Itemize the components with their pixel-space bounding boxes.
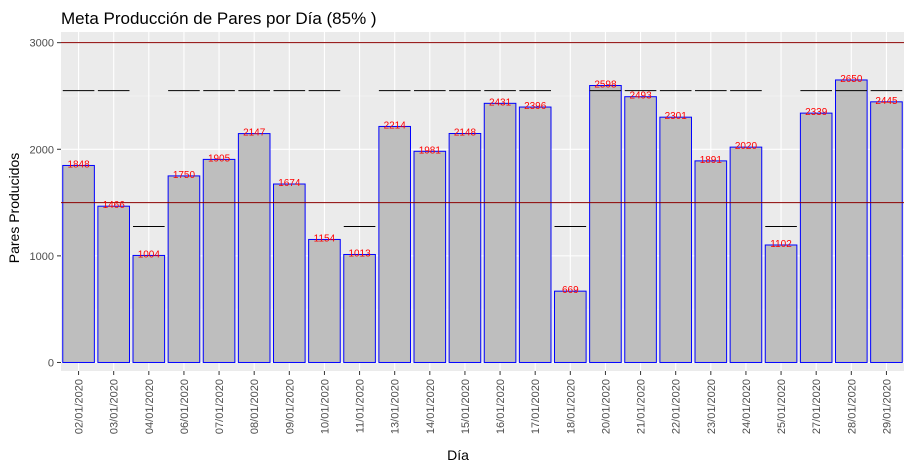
x-tick-label: 25/01/2020 xyxy=(776,379,788,434)
target-lines xyxy=(62,90,903,228)
bar xyxy=(799,112,833,363)
x-tick-label: 02/01/2020 xyxy=(74,379,86,434)
bar xyxy=(308,238,341,363)
x-tick-label: 09/01/2020 xyxy=(284,379,296,434)
y-tick-label: 0 xyxy=(48,357,54,369)
x-tick-label: 21/01/2020 xyxy=(636,379,648,434)
data-label: 1750 xyxy=(173,170,196,181)
bar xyxy=(764,244,798,363)
y-axis: 0 1000 2000 3000 xyxy=(30,38,61,369)
x-tick-label: 03/01/2020 xyxy=(109,379,121,434)
bar xyxy=(167,175,201,363)
data-label: 2396 xyxy=(524,101,547,112)
data-label: 2493 xyxy=(629,91,652,102)
y-tick-label: 2000 xyxy=(30,144,54,156)
reference-lines xyxy=(61,42,904,204)
bar xyxy=(62,164,95,363)
y-axis-title: Pares Producidos xyxy=(6,153,22,264)
bar xyxy=(729,146,763,363)
x-tick-label: 10/01/2020 xyxy=(319,379,331,434)
data-label: 2339 xyxy=(805,107,828,118)
data-label: 1154 xyxy=(314,233,336,244)
x-tick-label: 16/01/2020 xyxy=(495,379,507,434)
bar xyxy=(694,160,728,363)
x-axis: 02/01/2020 03/01/2020 04/01/2020 06/01/2020… xyxy=(74,371,893,434)
y-tick-label: 1000 xyxy=(30,251,54,263)
bars xyxy=(62,79,903,363)
bar xyxy=(554,290,587,363)
plot-panel xyxy=(61,32,904,371)
x-tick-label: 20/01/2020 xyxy=(600,379,612,434)
bar xyxy=(343,253,376,363)
data-label: 1848 xyxy=(67,159,90,170)
x-tick-label: 24/01/2020 xyxy=(741,379,753,434)
data-label: 1466 xyxy=(103,200,126,211)
x-tick-label: 13/01/2020 xyxy=(390,379,402,434)
bar xyxy=(870,101,903,363)
x-tick-label: 11/01/2020 xyxy=(355,379,367,433)
data-label: 1891 xyxy=(700,155,723,166)
x-tick-label: 29/01/2020 xyxy=(881,379,893,434)
bar xyxy=(237,133,271,363)
x-tick-label: 04/01/2020 xyxy=(144,379,156,434)
data-label: 1102 xyxy=(770,239,792,250)
data-label: 669 xyxy=(562,285,579,296)
data-label: 1674 xyxy=(278,178,301,189)
data-label: 2598 xyxy=(594,80,617,91)
x-tick-label: 06/01/2020 xyxy=(179,379,191,434)
data-label: 1981 xyxy=(419,145,442,156)
x-axis-title: Día xyxy=(447,447,469,463)
chart-title: Meta Producción de Pares por Día (85% ) xyxy=(61,9,377,28)
x-tick-label: 14/01/2020 xyxy=(425,379,437,434)
data-label: 2431 xyxy=(489,97,512,108)
value-labels: 1848 1466 1004 1750 1905 2147 1674 1154 1013 2214… xyxy=(67,74,898,296)
x-tick-label: 07/01/2020 xyxy=(214,379,226,434)
x-tick-label: 23/01/2020 xyxy=(706,379,718,434)
x-tick-label: 28/01/2020 xyxy=(846,379,858,434)
data-label: 2020 xyxy=(735,141,758,152)
bar xyxy=(97,205,130,363)
bar xyxy=(518,106,552,363)
bar xyxy=(273,183,306,363)
bar xyxy=(413,150,447,363)
data-label: 2148 xyxy=(454,127,477,138)
bar xyxy=(378,125,411,363)
bar xyxy=(835,79,868,363)
bar xyxy=(659,116,692,363)
x-tick-label: 22/01/2020 xyxy=(671,379,683,434)
data-label: 1004 xyxy=(138,249,161,260)
data-label: 2445 xyxy=(875,96,898,107)
x-tick-label: 08/01/2020 xyxy=(249,379,261,434)
bar xyxy=(448,132,482,363)
bar xyxy=(624,96,657,363)
x-tick-label: 27/01/2020 xyxy=(811,379,823,434)
x-tick-label: 15/01/2020 xyxy=(460,379,472,434)
bar xyxy=(589,85,622,363)
data-label: 1905 xyxy=(208,153,231,164)
data-label: 2301 xyxy=(665,111,688,122)
bar xyxy=(132,254,166,363)
data-label: 1013 xyxy=(348,248,371,259)
bar xyxy=(483,102,517,363)
x-tick-label: 18/01/2020 xyxy=(565,379,577,434)
data-label: 2650 xyxy=(840,74,863,85)
y-tick-label: 3000 xyxy=(30,38,54,50)
x-tick-label: 17/01/2020 xyxy=(530,379,542,434)
bar xyxy=(202,158,236,363)
data-label: 2214 xyxy=(384,120,407,131)
data-label: 2147 xyxy=(243,128,266,139)
